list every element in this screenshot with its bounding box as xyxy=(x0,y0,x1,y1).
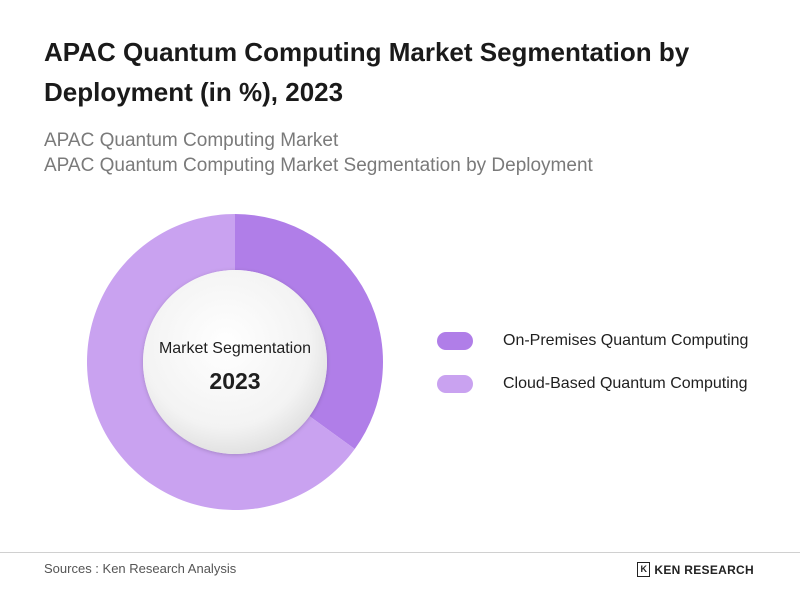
donut-center xyxy=(143,270,327,454)
ken-research-logo-icon: K xyxy=(637,562,651,577)
legend-label-on-premises: On-Premises Quantum Computing xyxy=(503,332,749,349)
footer-divider xyxy=(0,552,800,553)
brand-name: KEN RESEARCH xyxy=(654,562,754,577)
legend-swatch-on-premises xyxy=(437,332,473,350)
chart-title: APAC Quantum Computing Market Segmentati… xyxy=(44,37,690,107)
donut-center-year: 2023 xyxy=(209,368,261,394)
chart-subtitle: APAC Quantum Computing Market APAC Quant… xyxy=(44,128,593,178)
donut-slice-cloud-based xyxy=(86,214,355,510)
legend-item-cloud-based: Cloud-Based Quantum Computing xyxy=(437,371,748,397)
legend-swatch-cloud-based xyxy=(437,375,473,393)
brand-logo: K KEN RESEARCH xyxy=(637,562,754,577)
donut-center-label: Market Segmentation xyxy=(158,340,312,357)
legend-item-on-premises: On-Premises Quantum Computing xyxy=(437,328,748,354)
source-note: Sources : Ken Research Analysis xyxy=(44,561,237,576)
legend-label-cloud-based: Cloud-Based Quantum Computing xyxy=(503,375,748,392)
legend: On-Premises Quantum Computing Cloud-Base… xyxy=(437,328,748,414)
subtitle-line-1: APAC Quantum Computing Market xyxy=(44,130,339,151)
subtitle-line-2: APAC Quantum Computing Market Segmentati… xyxy=(44,155,593,176)
donut-slice-on-premises xyxy=(235,214,383,449)
